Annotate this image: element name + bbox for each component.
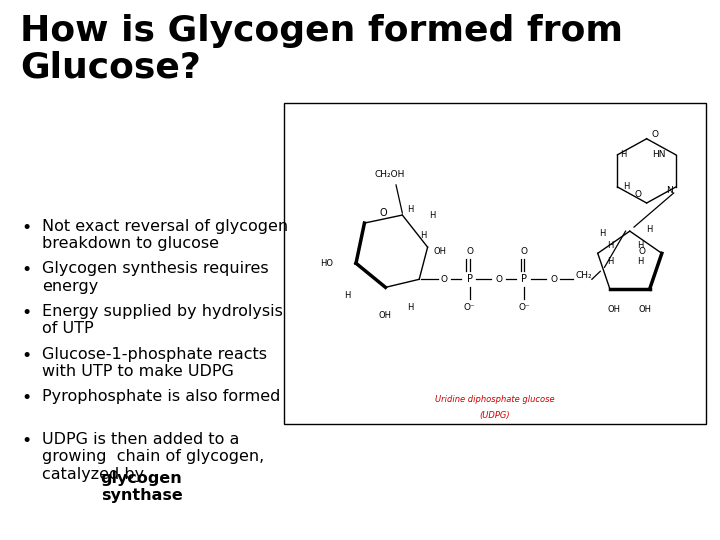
Text: H: H: [420, 231, 426, 240]
Text: H: H: [646, 225, 652, 234]
Text: H: H: [599, 229, 605, 238]
Text: HN: HN: [652, 150, 666, 159]
Text: H: H: [623, 183, 629, 192]
Text: glycogen
synthase: glycogen synthase: [101, 471, 182, 503]
Text: Energy supplied by hydrolysis
of UTP: Energy supplied by hydrolysis of UTP: [42, 304, 283, 336]
Text: Glycogen synthesis requires
energy: Glycogen synthesis requires energy: [42, 261, 269, 294]
Text: O⁻: O⁻: [518, 303, 531, 312]
Text: •: •: [22, 432, 32, 450]
Text: O: O: [521, 247, 528, 256]
Text: H: H: [408, 205, 414, 213]
Text: HO: HO: [320, 259, 333, 268]
Text: •: •: [22, 347, 32, 364]
Text: H: H: [428, 211, 435, 220]
Text: H: H: [607, 257, 613, 266]
Text: OH: OH: [433, 247, 446, 256]
Text: •: •: [22, 304, 32, 322]
Text: OH: OH: [379, 311, 392, 320]
Text: (UDPG): (UDPG): [480, 411, 510, 420]
Text: O: O: [634, 191, 642, 199]
Text: •: •: [22, 219, 32, 237]
Text: O: O: [551, 275, 557, 284]
Text: O: O: [652, 130, 659, 139]
Text: H: H: [638, 257, 644, 266]
Text: H: H: [607, 241, 613, 250]
Text: OH: OH: [608, 305, 621, 314]
Text: N: N: [666, 186, 673, 195]
Text: Pyrophosphate is also formed: Pyrophosphate is also formed: [42, 389, 280, 404]
Text: How is Glycogen formed from
Glucose?: How is Glycogen formed from Glucose?: [20, 14, 623, 84]
Text: H: H: [408, 303, 414, 312]
Text: O: O: [639, 247, 646, 256]
Text: •: •: [22, 389, 32, 407]
Text: Uridine diphosphate glucose: Uridine diphosphate glucose: [435, 395, 555, 404]
Text: CH₂OH: CH₂OH: [374, 171, 405, 179]
Text: Not exact reversal of glycogen
breakdown to glucose: Not exact reversal of glycogen breakdown…: [42, 219, 288, 251]
Text: O: O: [379, 208, 387, 218]
Bar: [284, 103, 706, 424]
Text: Glucose-1-phosphate reacts
with UTP to make UDPG: Glucose-1-phosphate reacts with UTP to m…: [42, 347, 266, 379]
Text: UDPG is then added to a
growing  chain of glycogen,
catalyzed by: UDPG is then added to a growing chain of…: [42, 432, 264, 482]
Text: H: H: [344, 291, 351, 300]
Text: O⁻: O⁻: [464, 303, 476, 312]
Text: H: H: [638, 241, 644, 250]
Text: O: O: [495, 275, 503, 284]
Text: O: O: [467, 247, 473, 256]
Text: CH₂: CH₂: [575, 271, 592, 280]
Text: P: P: [467, 274, 473, 285]
Text: OH: OH: [639, 305, 652, 314]
Text: O: O: [441, 275, 448, 284]
Text: P: P: [521, 274, 528, 285]
Text: •: •: [22, 261, 32, 279]
Text: H: H: [621, 150, 627, 159]
